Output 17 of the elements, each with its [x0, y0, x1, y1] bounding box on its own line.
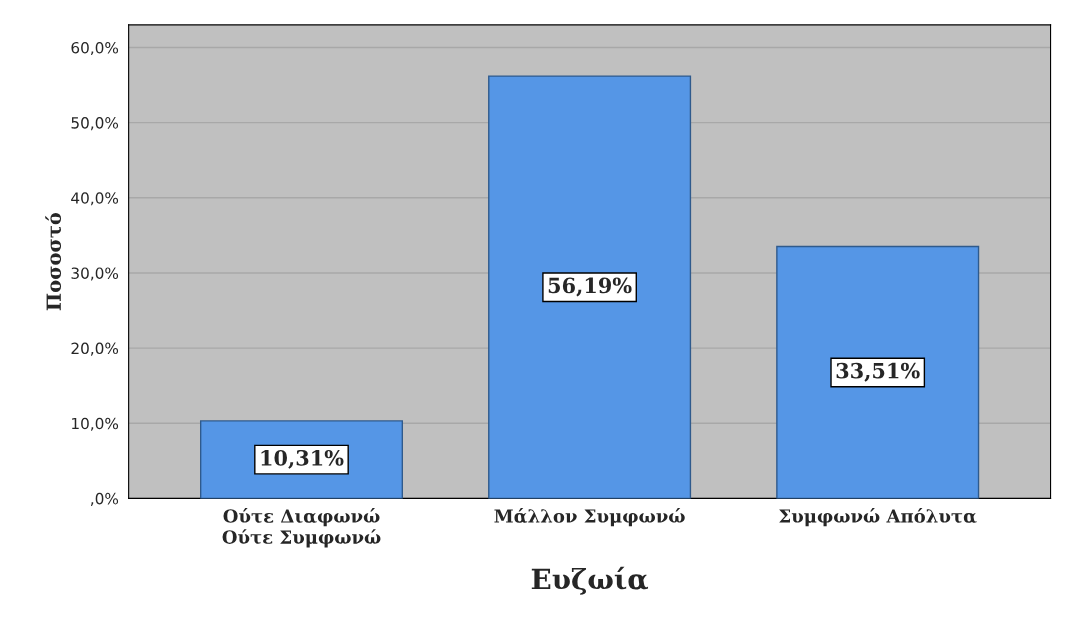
x-tick-label: Ούτε Διαφωνώ Ούτε Συμφωνώ: [222, 508, 381, 548]
y-tick-label: 10,0%: [72, 417, 119, 431]
x-tick-label: Μάλλον Συμφωνώ: [494, 508, 685, 527]
x-tick-label: Συμφωνώ Απόλυτα: [779, 508, 977, 527]
y-tick-label: 40,0%: [71, 192, 119, 206]
bar: [776, 245, 980, 499]
y-tick-label: 50,0%: [71, 117, 119, 131]
bar: [488, 75, 692, 499]
data-label: 33,51%: [836, 362, 920, 382]
data-label: 56,19%: [548, 277, 632, 297]
data-label: 10,31%: [261, 449, 344, 469]
y-axis-title: Ποσοστό: [45, 212, 62, 311]
y-tick-label: ,0%: [91, 492, 119, 506]
y-tick-label: 30,0%: [71, 267, 119, 281]
y-tick-label: 60,0%: [71, 41, 119, 56]
y-tick-label: 20,0%: [71, 342, 119, 356]
x-axis-title: Ευζωία: [531, 566, 649, 595]
